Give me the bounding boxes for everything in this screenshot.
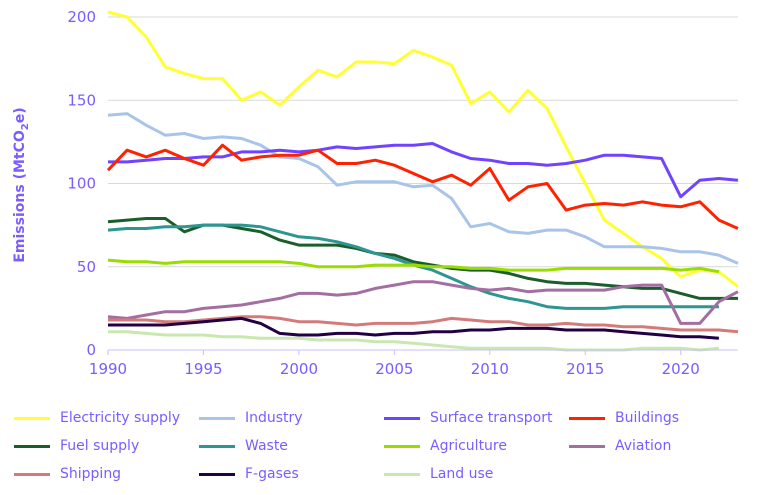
legend-swatch [199,444,235,448]
legend-label: Agriculture [430,438,507,454]
legend-label: Fuel supply [60,438,140,454]
legend-item: F-gases [199,464,384,484]
legend-label: Buildings [615,410,680,426]
legend-swatch [569,416,605,420]
legend-swatch [384,416,420,420]
y-tick-label: 150 [67,91,96,109]
legend-swatch [199,416,235,420]
x-tick-label: 2020 [662,360,700,378]
x-tick-label: 1995 [184,360,222,378]
series-line-buildings [106,143,739,230]
legend-swatch [384,472,420,476]
legend-item: Electricity supply [14,408,199,428]
y-axis-label: Emissions (MtCO2e) [12,107,31,262]
legend-label: Land use [430,466,494,482]
series-line-aviation [107,280,739,325]
legend-item: Aviation [569,436,754,456]
legend-item: Industry [199,408,384,428]
line-chart: 0 50 100 150 200 1990 1995 2000 2005 2010 2015 2020… [12,8,739,378]
series-line-shipping [108,315,739,334]
legend-label: F-gases [245,466,299,482]
legend: Electricity supply Industry Surface transp… [14,408,754,484]
legend-item: Agriculture [384,436,569,456]
legend-item: Land use [384,464,569,484]
legend-swatch [199,472,235,476]
y-tick-label: 50 [77,258,96,276]
y-tick-label: 200 [67,8,96,26]
legend-swatch [569,444,605,448]
legend-swatch [14,444,50,448]
y-tick-label: 0 [86,341,96,359]
series-line-electricity-supply [107,10,739,288]
legend-label: Waste [245,438,288,454]
legend-item: Waste [199,436,384,456]
series-line-agriculture [107,258,720,274]
legend-label: Electricity supply [60,410,181,426]
legend-swatch [14,416,50,420]
series-line-f-gases [108,316,720,340]
legend-item: Buildings [569,408,754,428]
x-tick-label: 2015 [566,360,604,378]
legend-item: Shipping [14,464,199,484]
legend-swatch [384,444,420,448]
x-tick-label: 2005 [375,360,413,378]
x-tick-label: 2010 [471,360,509,378]
legend-label: Surface transport [430,410,553,426]
legend-label: Aviation [615,438,672,454]
legend-swatch [14,472,50,476]
legend-item: Fuel supply [14,436,199,456]
x-tick-label: 1990 [89,360,127,378]
legend-item: Surface transport [384,408,569,428]
series-line-industry [107,112,739,265]
legend-label: Industry [245,410,303,426]
x-tick-label: 2000 [280,360,318,378]
series-line-surface-transport [108,142,739,199]
y-tick-label: 100 [67,175,96,193]
legend-label: Shipping [60,466,122,482]
